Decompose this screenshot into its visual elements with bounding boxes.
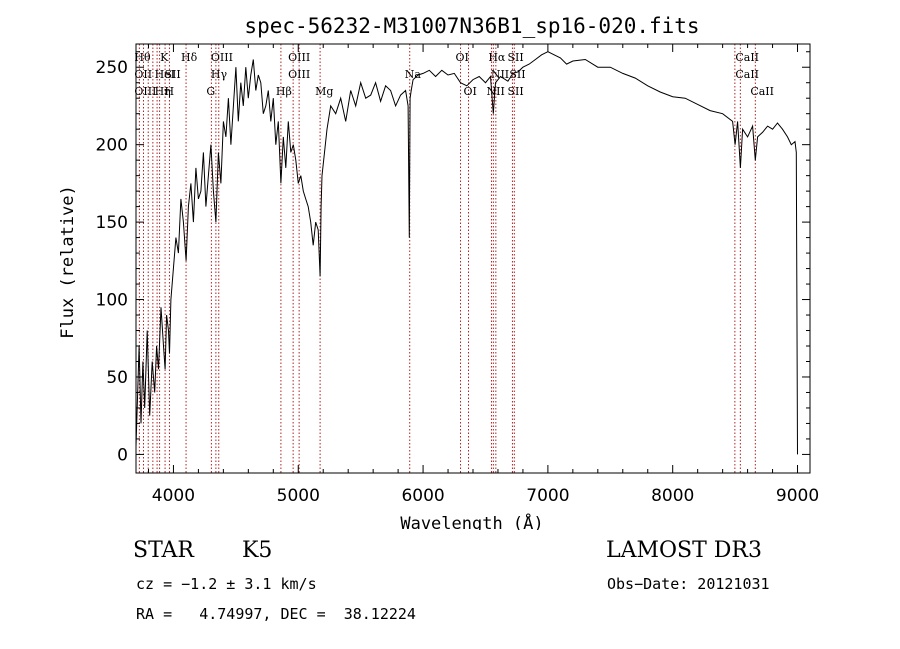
x-tick-label: 8000: [651, 486, 694, 506]
subclass-label: K5: [242, 538, 273, 563]
spectral-line-labels: Hθ OII OIII HeI Hη K SII H Hδ G OIII Hγ Hβ OIII OIII Mg…: [134, 51, 774, 98]
line-label: Hβ: [276, 85, 292, 98]
class-label: STAR: [133, 538, 194, 563]
y-tick-label: 0: [117, 445, 128, 465]
x-tick-label: 4000: [152, 486, 195, 506]
line-label: Hα: [488, 51, 506, 64]
line-label: Hθ: [134, 51, 151, 64]
line-label: OIII: [134, 85, 156, 98]
x-tick-label: 7000: [526, 486, 569, 506]
line-label: OII: [134, 68, 152, 81]
line-label: CaII: [750, 85, 774, 98]
y-tick-label: 250: [96, 58, 128, 78]
plot-frame: [135, 43, 811, 474]
x-axis-label: Wavelength (Å): [400, 512, 543, 530]
redshift-text: cz = −1.2 ± 3.1 km/s: [136, 575, 317, 593]
line-label: OIII: [288, 68, 310, 81]
line-label: CaII: [735, 51, 759, 64]
y-tick-label: 150: [96, 213, 128, 233]
line-label: Mg: [315, 85, 333, 98]
line-label: Na: [405, 68, 422, 81]
line-label: OI: [456, 51, 469, 64]
x-tick-label: 6000: [401, 486, 444, 506]
x-axis-ticks: 4000 5000 6000 7000 8000 9000: [147, 44, 819, 506]
x-tick-label: 5000: [277, 486, 320, 506]
chart-title: spec-56232-M31007N36B1_sp16-020.fits: [244, 14, 699, 38]
y-tick-label: 200: [96, 136, 128, 156]
line-label: Hδ: [181, 51, 198, 64]
line-label: G: [206, 85, 215, 98]
line-label: Hη: [155, 85, 171, 98]
y-tick-label: 50: [106, 368, 128, 388]
survey-label: LAMOST DR3: [606, 538, 762, 563]
line-label: OI: [464, 85, 477, 98]
line-label: OIII: [288, 51, 310, 64]
line-label: K: [160, 51, 169, 64]
line-label: Hγ: [211, 68, 228, 81]
line-label: SII: [509, 68, 525, 81]
obs-date-text: Obs−Date: 20121031: [607, 575, 770, 593]
flux-series-line: [135, 51, 798, 455]
line-label: HeI: [155, 68, 175, 81]
y-tick-label: 100: [96, 291, 128, 311]
spectrum-chart: spec-56232-M31007N36B1_sp16-020.fits Hθ O…: [58, 14, 819, 530]
line-label: CaII: [735, 68, 759, 81]
radec-text: RA = 4.74997, DEC = 38.12224: [136, 605, 416, 623]
line-label: OIII: [211, 51, 233, 64]
line-label: H: [164, 85, 174, 98]
line-label: SII: [164, 68, 180, 81]
line-label: NII: [491, 68, 509, 81]
y-axis-label: Flux (relative): [58, 185, 78, 339]
line-label: SII: [507, 51, 523, 64]
spectral-line-markers: [138, 44, 756, 473]
y-axis-ticks: 0 50 100 150 200 250: [96, 51, 810, 465]
line-label: SII: [507, 85, 523, 98]
x-tick-label: 9000: [776, 486, 819, 506]
